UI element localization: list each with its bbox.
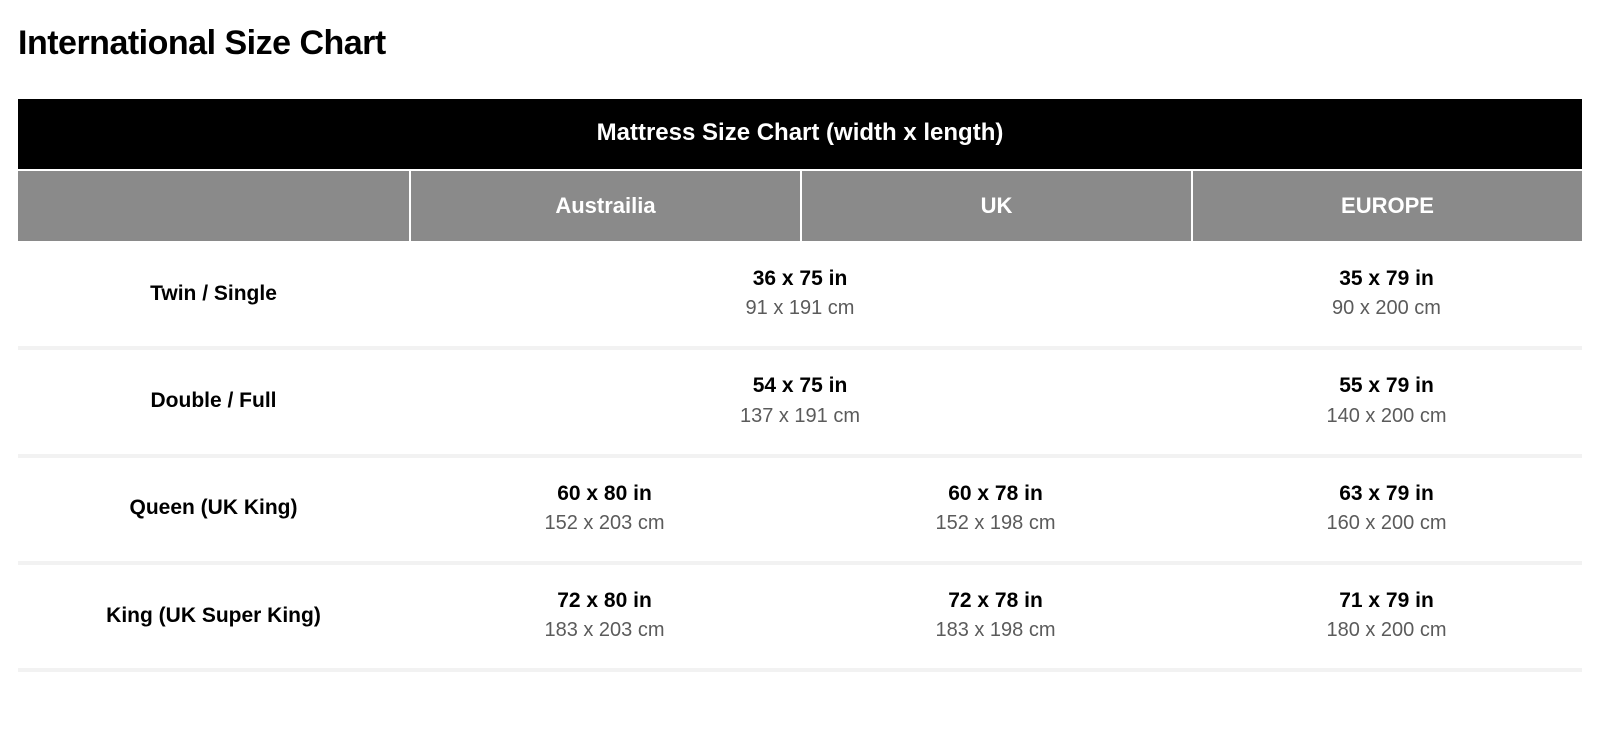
row-label: Twin / Single <box>18 243 409 350</box>
size-cell: 36 x 75 in91 x 191 cm <box>409 243 1191 350</box>
size-cell: 72 x 78 in183 x 198 cm <box>800 565 1191 672</box>
size-value-inches: 63 x 79 in <box>1191 480 1582 508</box>
column-header: Austrailia <box>409 171 800 243</box>
size-value-cm: 91 x 191 cm <box>409 295 1191 322</box>
size-value-cm: 152 x 198 cm <box>800 510 1191 537</box>
size-cell: 71 x 79 in180 x 200 cm <box>1191 565 1582 672</box>
size-value-cm: 180 x 200 cm <box>1191 617 1582 644</box>
size-cell: 60 x 80 in152 x 203 cm <box>409 458 800 565</box>
size-value-inches: 54 x 75 in <box>409 372 1191 400</box>
size-value-cm: 183 x 198 cm <box>800 617 1191 644</box>
size-value-cm: 160 x 200 cm <box>1191 510 1582 537</box>
size-value-inches: 71 x 79 in <box>1191 587 1582 615</box>
size-cell: 72 x 80 in183 x 203 cm <box>409 565 800 672</box>
size-cell: 60 x 78 in152 x 198 cm <box>800 458 1191 565</box>
table-row: Double / Full54 x 75 in 137 x 191 cm55 x … <box>18 350 1582 457</box>
column-header: UK <box>800 171 1191 243</box>
size-cell: 55 x 79 in 140 x 200 cm <box>1191 350 1582 457</box>
table-row: Queen (UK King)60 x 80 in152 x 203 cm60 … <box>18 458 1582 565</box>
size-value-inches: 60 x 78 in <box>800 480 1191 508</box>
row-label: King (UK Super King) <box>18 565 409 672</box>
size-value-cm: 183 x 203 cm <box>409 617 800 644</box>
size-value-inches: 60 x 80 in <box>409 480 800 508</box>
size-value-inches: 35 x 79 in <box>1191 265 1582 293</box>
page-title: International Size Chart <box>18 24 1582 63</box>
column-header: EUROPE <box>1191 171 1582 243</box>
size-value-inches: 72 x 80 in <box>409 587 800 615</box>
size-chart-table: Mattress Size Chart (width x length)Aust… <box>18 99 1582 672</box>
table-row: King (UK Super King)72 x 80 in183 x 203 … <box>18 565 1582 672</box>
row-label: Double / Full <box>18 350 409 457</box>
size-value-inches: 55 x 79 in <box>1191 372 1582 400</box>
size-value-cm: 90 x 200 cm <box>1191 295 1582 322</box>
size-value-cm: 152 x 203 cm <box>409 510 800 537</box>
size-value-inches: 72 x 78 in <box>800 587 1191 615</box>
column-header-empty <box>18 171 409 243</box>
row-label: Queen (UK King) <box>18 458 409 565</box>
size-value-inches: 36 x 75 in <box>409 265 1191 293</box>
size-cell: 35 x 79 in90 x 200 cm <box>1191 243 1582 350</box>
size-chart-body: Mattress Size Chart (width x length)Aust… <box>18 99 1582 672</box>
size-cell: 54 x 75 in 137 x 191 cm <box>409 350 1191 457</box>
table-title: Mattress Size Chart (width x length) <box>18 99 1582 171</box>
size-value-cm: 137 x 191 cm <box>409 403 1191 430</box>
size-cell: 63 x 79 in160 x 200 cm <box>1191 458 1582 565</box>
size-value-cm: 140 x 200 cm <box>1191 403 1582 430</box>
table-row: Twin / Single36 x 75 in91 x 191 cm35 x 7… <box>18 243 1582 350</box>
